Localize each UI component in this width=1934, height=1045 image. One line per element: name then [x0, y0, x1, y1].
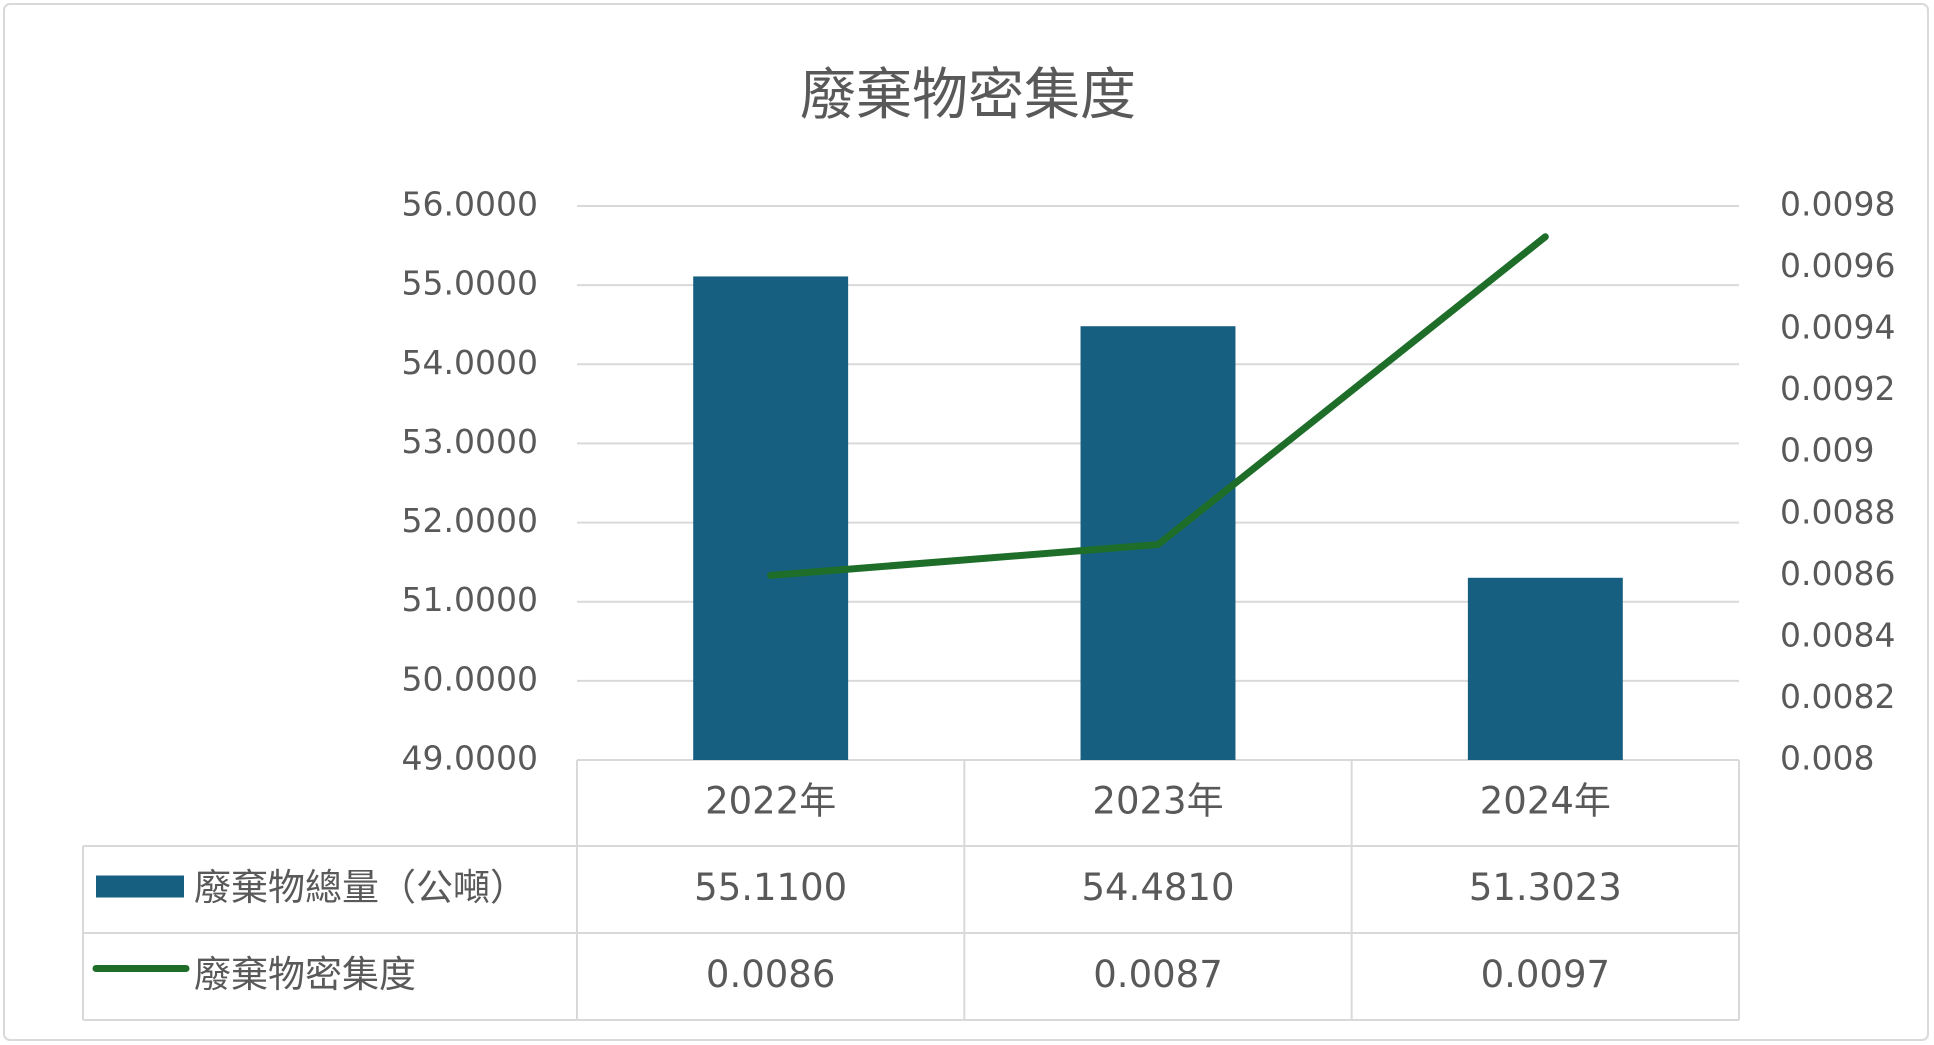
y-tick-label: 50.0000: [402, 659, 538, 698]
table-value: 51.3023: [1469, 866, 1622, 909]
y2-tick-label: 0.0084: [1780, 615, 1895, 654]
y-tick-label: 55.0000: [402, 264, 538, 303]
table-value: 54.4810: [1081, 866, 1234, 909]
legend-swatch: [96, 875, 184, 898]
y2-tick-label: 0.008: [1780, 739, 1874, 778]
y2-tick-label: 0.009: [1780, 431, 1874, 470]
bar: [693, 276, 849, 760]
y-tick-label: 51.0000: [402, 580, 538, 619]
legend-label: 廢棄物總量（公噸）: [194, 866, 527, 909]
bar: [1467, 577, 1623, 760]
y-tick-label: 53.0000: [402, 422, 538, 461]
table-value: 0.0097: [1481, 953, 1610, 996]
line: [767, 233, 1549, 579]
y-tick-label: 49.0000: [402, 739, 538, 778]
table-value: 0.0086: [706, 953, 835, 996]
table-value: 0.0087: [1093, 953, 1222, 996]
y2-tick-label: 0.0082: [1780, 677, 1895, 716]
x-tick-label: 2023年: [1092, 780, 1223, 823]
y2-tick-label: 0.0096: [1780, 246, 1895, 285]
y-tick-label: 54.0000: [402, 343, 538, 382]
y-tick-label: 56.0000: [402, 185, 538, 224]
y2-tick-label: 0.0094: [1780, 308, 1895, 347]
legend-label: 廢棄物密集度: [194, 953, 416, 996]
y-tick-label: 52.0000: [402, 501, 538, 540]
table-value: 55.1100: [694, 866, 847, 909]
y2-tick-label: 0.0088: [1780, 492, 1895, 531]
x-tick-label: 2022年: [705, 780, 836, 823]
y2-tick-label: 0.0092: [1780, 369, 1895, 408]
y2-tick-label: 0.0098: [1780, 185, 1895, 224]
x-tick-label: 2024年: [1480, 780, 1611, 823]
y2-tick-label: 0.0086: [1780, 554, 1895, 593]
chart-title: 廢棄物密集度: [800, 63, 1136, 128]
